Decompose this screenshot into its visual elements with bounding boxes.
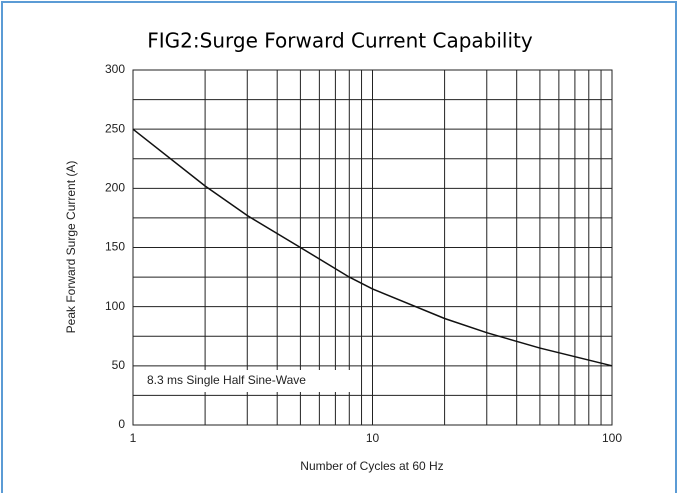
annotation-box (140, 370, 351, 392)
y-tick-label: 250 (105, 121, 125, 135)
x-axis-label: Number of Cycles at 60 Hz (300, 459, 443, 473)
y-tick-label: 100 (105, 299, 125, 313)
data-line (132, 128, 613, 367)
y-tick-label: 300 (105, 62, 125, 76)
x-tick-label: 1 (130, 431, 137, 445)
y-tick-label: 50 (112, 358, 126, 372)
annotation: 8.3 ms Single Half Sine-Wave (147, 373, 306, 387)
plot-border (132, 69, 613, 426)
y-tick-label: 0 (118, 417, 125, 431)
x-tick-label: 10 (366, 431, 380, 445)
y-tick-label: 200 (105, 181, 125, 195)
y-axis-label: Peak Forward Surge Current (A) (64, 161, 78, 334)
y-tick-label: 150 (105, 240, 125, 254)
chart-title: FIG2:Surge Forward Current Capability (147, 29, 533, 53)
x-tick-label: 100 (602, 431, 622, 445)
